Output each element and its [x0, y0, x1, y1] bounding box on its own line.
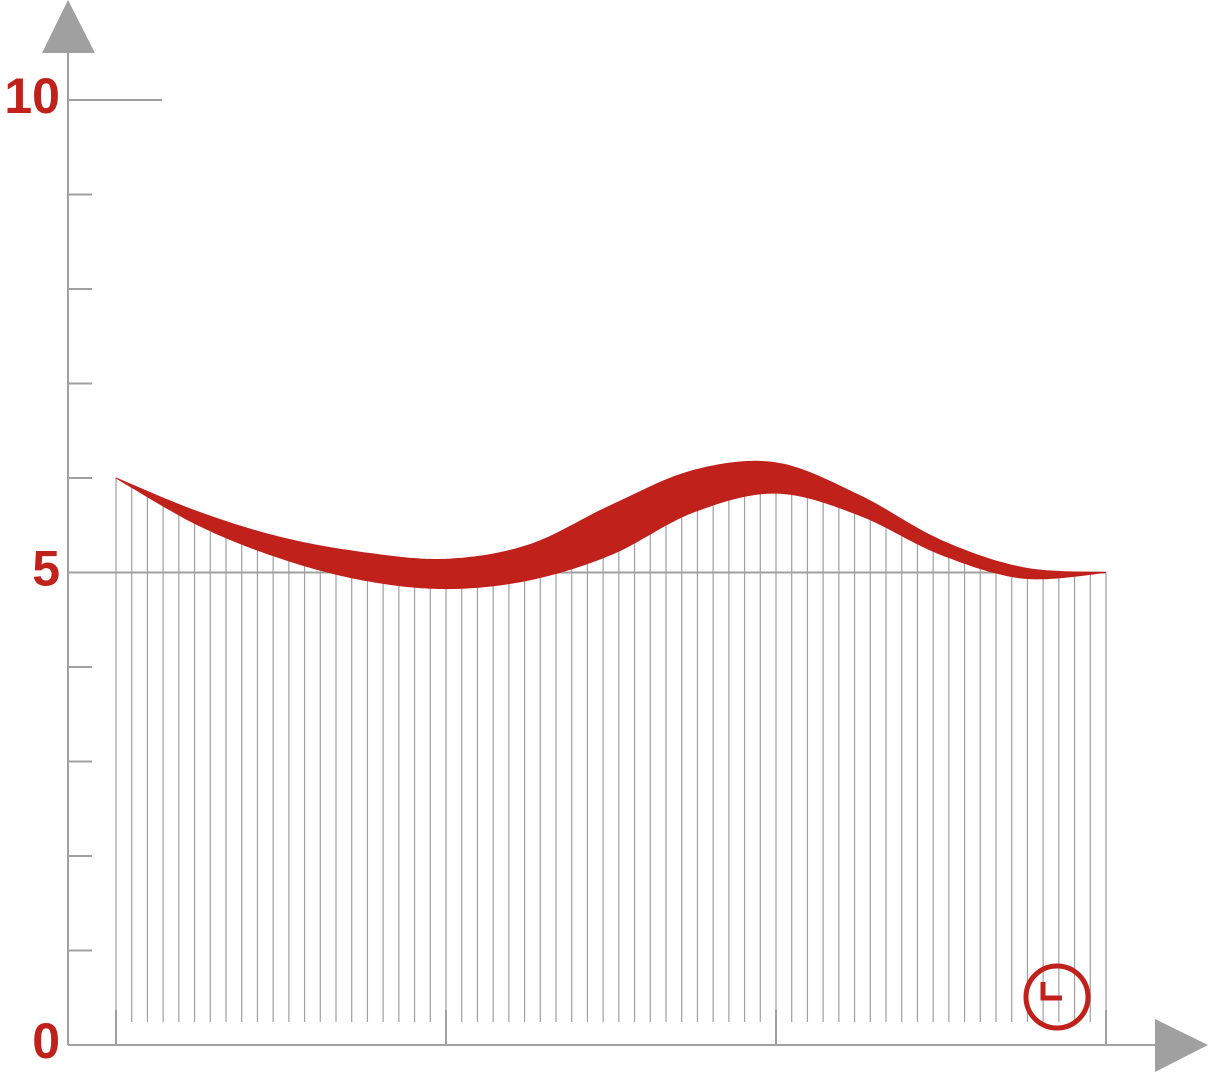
clock-icon [1023, 963, 1091, 1031]
x-arrow [1155, 1019, 1208, 1072]
y-tick-label: 0 [32, 1013, 60, 1069]
band-upper [115, 460, 1107, 573]
band-area [116, 461, 1106, 589]
band-lower [115, 477, 1107, 590]
y-tick-label: 5 [32, 541, 60, 597]
y-tick-label: 10 [4, 68, 60, 124]
y-arrow [42, 0, 95, 53]
